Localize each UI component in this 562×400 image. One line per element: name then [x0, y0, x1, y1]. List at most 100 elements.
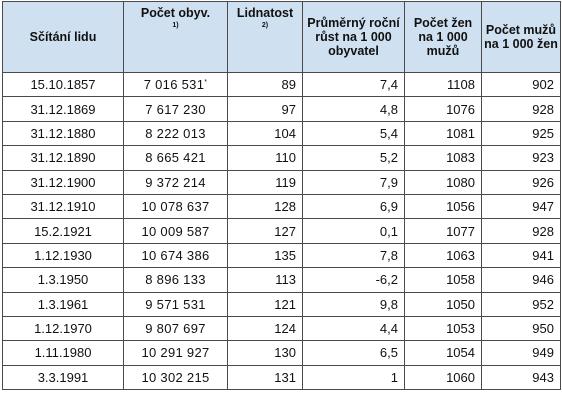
cell-census-date: 1.11.1980 [2, 340, 124, 366]
cell-growth: 1 [302, 364, 405, 391]
cell-growth-value: 0,1 [379, 223, 398, 239]
cell-density-value: 128 [274, 199, 296, 215]
cell-men-per-women: 946 [481, 267, 561, 293]
cell-men-per-women: 941 [481, 242, 561, 269]
cell-growth: 5,2 [302, 145, 405, 171]
cell-density-value: 89 [281, 77, 296, 93]
cell-women-per-men: 1058 [404, 267, 482, 293]
cell-women-per-men-value: 1050 [446, 296, 475, 312]
cell-census-date-value: 3.3.1991 [37, 369, 89, 385]
cell-men-per-women: 928 [481, 218, 561, 244]
cell-density: 124 [227, 315, 303, 342]
census-table: Sčítání lidu Počet obyv. 1) Lidnatost 2)… [2, 1, 561, 391]
cell-women-per-men-value: 1083 [446, 150, 475, 166]
cell-census-date-value: 31.12.1900 [30, 174, 96, 190]
cell-census-date-value: 31.12.1880 [30, 125, 96, 141]
table-row: 1.3.1950 8 896 133 113 -6,2 1058 946 [2, 267, 561, 293]
cell-population-value: 8 222 013 [145, 125, 206, 141]
cell-density-value: 104 [274, 125, 296, 141]
cell-men-per-women-value: 925 [532, 125, 554, 141]
header-women-label: Počet žen na 1 000 mužů [413, 16, 473, 58]
cell-men-per-women: 943 [481, 364, 561, 391]
cell-men-per-women: 950 [481, 315, 561, 342]
cell-women-per-men: 1076 [404, 96, 482, 122]
cell-growth-value: 7,4 [379, 77, 398, 93]
cell-population: 10 078 637 [123, 193, 228, 220]
cell-men-per-women-value: 947 [532, 199, 554, 215]
cell-census-date: 31.12.1910 [2, 193, 124, 220]
cell-census-date: 31.12.1880 [2, 120, 124, 147]
cell-density: 89 [227, 71, 303, 98]
table-row: 31.12.1910 10 078 637 128 6,9 1056 947 [2, 193, 561, 220]
header-density-footnote: 2) [261, 22, 269, 29]
cell-women-per-men-value: 1081 [446, 125, 475, 141]
cell-population: 7 617 230 [123, 96, 228, 122]
cell-men-per-women-value: 949 [532, 345, 554, 361]
cell-growth: 7,4 [302, 71, 405, 98]
table-row: 15.2.1921 10 009 587 127 0,1 1077 928 [2, 218, 561, 244]
cell-population-value: 8 896 133 [145, 272, 206, 288]
cell-growth: 4,8 [302, 96, 405, 122]
cell-women-per-men: 1056 [404, 193, 482, 220]
cell-population: 9 571 531 [123, 291, 228, 317]
cell-census-date: 31.12.1869 [2, 96, 124, 122]
cell-growth: 7,9 [302, 169, 405, 195]
cell-population: 10 009 587 [123, 218, 228, 244]
cell-density-value: 119 [275, 174, 296, 190]
cell-growth-value: -6,2 [375, 272, 398, 288]
cell-population: 10 674 386 [123, 242, 228, 269]
cell-growth-value: 6,5 [379, 345, 398, 361]
table-row: 31.12.1900 9 372 214 119 7,9 1080 926 [2, 169, 561, 195]
cell-population-value: 10 302 215 [141, 369, 210, 385]
cell-census-date: 1.12.1970 [2, 315, 124, 342]
footnote-mark: * [204, 79, 208, 87]
cell-men-per-women: 947 [481, 193, 561, 220]
cell-density: 128 [227, 193, 303, 220]
cell-population-value: 7 016 531 [143, 77, 205, 93]
cell-women-per-men-value: 1076 [446, 101, 475, 117]
cell-density-value: 124 [274, 321, 296, 337]
cell-men-per-women-value: 926 [532, 174, 554, 190]
cell-men-per-women: 923 [481, 145, 561, 171]
cell-growth: 7,8 [302, 242, 405, 269]
cell-growth-value: 4,4 [379, 321, 398, 337]
cell-density-value: 127 [274, 223, 296, 239]
cell-women-per-men-value: 1060 [446, 369, 475, 385]
cell-men-per-women: 925 [481, 120, 561, 147]
cell-growth: 6,9 [302, 193, 405, 220]
cell-women-per-men-value: 1053 [446, 321, 475, 337]
cell-census-date: 1.12.1930 [2, 242, 124, 269]
cell-men-per-women-value: 946 [532, 272, 554, 288]
cell-population-value: 8 665 421 [145, 150, 206, 166]
cell-growth-value: 4,8 [379, 101, 398, 117]
cell-women-per-men: 1053 [404, 315, 482, 342]
cell-women-per-men-value: 1058 [446, 272, 475, 288]
cell-population: 8 222 013 [123, 120, 228, 147]
cell-density-value: 130 [274, 345, 296, 361]
cell-density: 121 [227, 291, 303, 317]
cell-growth-value: 5,2 [379, 150, 398, 166]
cell-growth: 4,4 [302, 315, 405, 342]
table-row: 1.11.1980 10 291 927 130 6,5 1054 949 [2, 340, 561, 366]
cell-men-per-women: 926 [481, 169, 561, 195]
table-row: 1.12.1930 10 674 386 135 7,8 1063 941 [2, 242, 561, 269]
cell-census-date: 15.10.1857 [2, 71, 124, 98]
cell-census-date-value: 15.2.1921 [34, 223, 92, 239]
header-row: Sčítání lidu Počet obyv. 1) Lidnatost 2)… [2, 1, 561, 73]
cell-population-value: 7 617 230 [145, 101, 206, 117]
cell-growth-value: 7,9 [379, 174, 398, 190]
cell-population-value: 10 291 927 [141, 345, 210, 361]
cell-census-date-value: 15.10.1857 [30, 77, 96, 93]
cell-density-value: 135 [274, 247, 296, 263]
cell-growth: -6,2 [302, 267, 405, 293]
cell-population: 9 372 214 [123, 169, 228, 195]
table-row: 31.12.1869 7 617 230 97 4,8 1076 928 [2, 96, 561, 122]
cell-men-per-women-value: 950 [532, 321, 554, 337]
header-men-label: Počet mužů na 1 000 žen [484, 23, 558, 51]
cell-women-per-men: 1080 [404, 169, 482, 195]
cell-men-per-women-value: 928 [532, 223, 554, 239]
cell-population: 10 291 927 [123, 340, 228, 366]
cell-men-per-women: 952 [481, 291, 561, 317]
cell-population: 8 665 421 [123, 145, 228, 171]
cell-population-value: 9 372 214 [145, 174, 206, 190]
